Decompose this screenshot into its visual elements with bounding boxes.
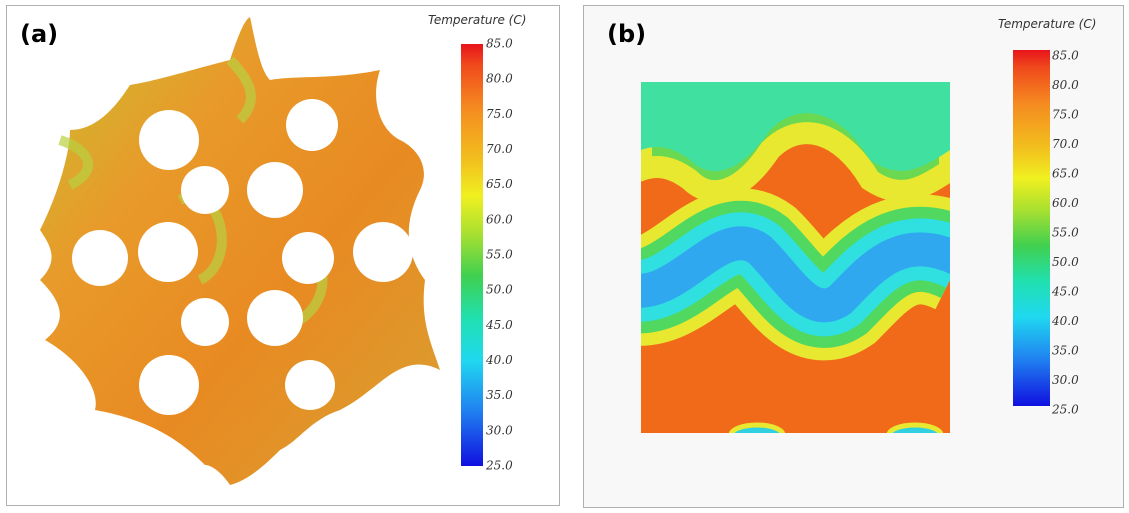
colorbar-tick-label: 60.0 <box>486 212 513 226</box>
panel-label: (b) <box>607 20 646 48</box>
colorbar-tick-label: 45.0 <box>485 318 513 332</box>
colorbar-tick-label: 75.0 <box>1052 108 1079 122</box>
colorbar-tick-label: 40.0 <box>1051 314 1079 328</box>
colorbar-tick-label: 25.0 <box>1051 403 1079 417</box>
colorbar-tick-label: 60.0 <box>1052 196 1079 210</box>
colorbar <box>1013 50 1050 406</box>
colorbar-tick-label: 70.0 <box>1052 137 1079 151</box>
colorbar-tick-label: 55.0 <box>486 248 513 262</box>
colorbar-tick-label: 70.0 <box>486 142 513 156</box>
colorbar-tick-label: 55.0 <box>1052 226 1079 240</box>
colorbar-tick-label: 30.0 <box>1052 373 1079 387</box>
colorbar-tick-label: 65.0 <box>1052 167 1079 181</box>
colorbar-tick-label: 85.0 <box>486 37 513 51</box>
colorbar-tick-label: 75.0 <box>486 107 513 121</box>
colorbar-tick-label: 35.0 <box>486 388 513 402</box>
colorbar-tick-label: 80.0 <box>486 72 513 86</box>
colorbar-tick-label: 50.0 <box>486 283 513 297</box>
colorbar-tick-label: 30.0 <box>486 423 513 437</box>
colorbar-tick-label: 50.0 <box>1052 255 1079 269</box>
colorbar-tick-label: 25.0 <box>485 459 513 473</box>
colorbar-tick-label: 65.0 <box>486 177 513 191</box>
colorbar-tick-label: 45.0 <box>1051 285 1079 299</box>
colorbar-title: Temperature (C) <box>428 13 526 27</box>
surface-render <box>40 17 440 485</box>
colorbar-title: Temperature (C) <box>998 17 1096 31</box>
contour-render <box>641 82 950 433</box>
colorbar-tick-label: 80.0 <box>1052 78 1079 92</box>
colorbar <box>461 44 483 466</box>
panel-label: (a) <box>20 20 58 48</box>
colorbar-tick-label: 35.0 <box>1052 344 1079 358</box>
colorbar-tick-label: 85.0 <box>1052 49 1079 63</box>
colorbar-tick-label: 40.0 <box>485 353 513 367</box>
